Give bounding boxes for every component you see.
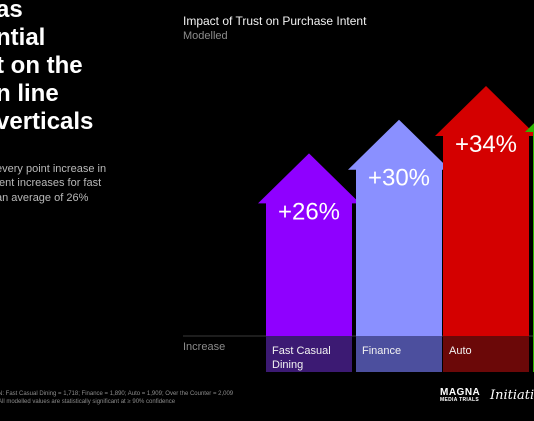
category-label-0-0: Fast Casual	[272, 345, 331, 357]
value-label-0: +26%	[278, 198, 340, 225]
value-label-2: +34%	[455, 131, 517, 158]
magna-logo: MAGNA MEDIA TRIALS	[440, 388, 480, 403]
row-label-increase: Increase	[183, 341, 225, 353]
category-band-1	[356, 336, 442, 372]
arrow-bar-3	[525, 123, 534, 372]
initiative-logo: Initiative	[490, 388, 534, 403]
value-label-1: +30%	[368, 165, 430, 192]
category-label-1-0: Finance	[362, 345, 401, 357]
chart-title: Impact of Trust on Purchase Intent	[183, 14, 367, 28]
category-label-0-1: Dining	[272, 359, 303, 371]
arrow-bar-1	[348, 119, 450, 372]
category-label-2-0: Auto	[449, 345, 472, 357]
arrow-bar-2	[435, 86, 534, 372]
headline: as ntial t on the n line verticals	[0, 0, 94, 136]
category-band-0	[266, 336, 352, 372]
subcopy: every point increase in tent increases f…	[0, 163, 107, 204]
chart-subtitle: Modelled	[183, 30, 228, 42]
category-band-2	[443, 336, 529, 372]
arrow-bar-0	[258, 153, 360, 372]
magna-logo-text: MAGNA	[440, 387, 481, 398]
footnote: N: Fast Casual Dining = 1,718; Finance =…	[0, 391, 234, 406]
magna-logo-subtext: MEDIA TRIALS	[440, 397, 479, 403]
